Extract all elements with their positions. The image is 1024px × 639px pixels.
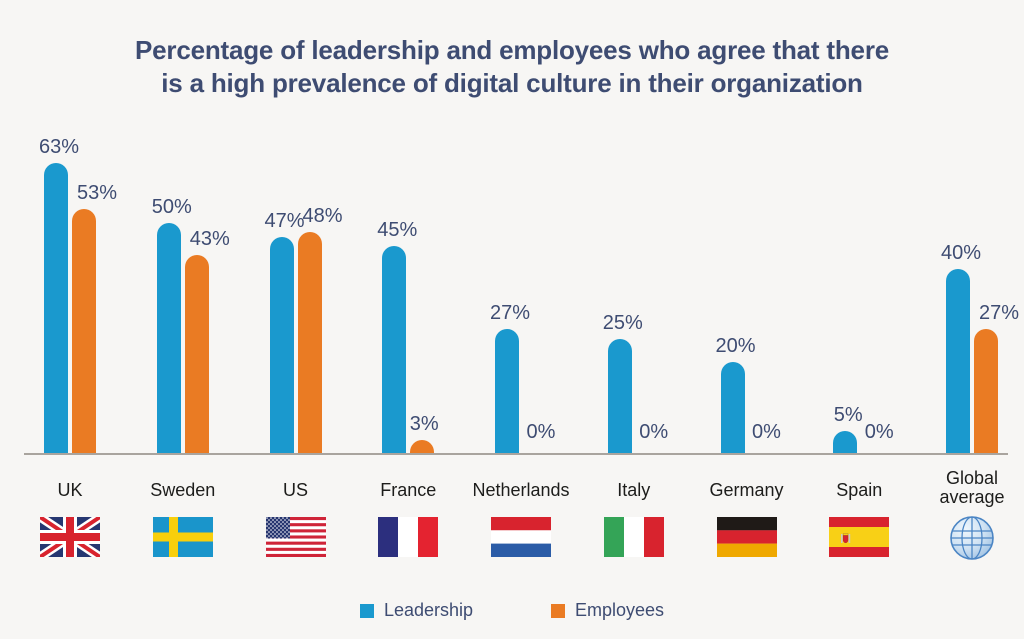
legend-item-employees: Employees: [551, 600, 664, 621]
value-leadership-france: 45%: [377, 219, 418, 242]
globe-icon: [949, 515, 995, 561]
value-leadership-italy: 25%: [602, 311, 643, 334]
legend-label-employees: Employees: [575, 600, 665, 620]
value-employees-sweden: 43%: [189, 228, 230, 251]
netherlands-flag-icon: [491, 517, 551, 557]
category-label-italy: Italy: [617, 480, 651, 500]
value-employees-italy: 0%: [639, 421, 669, 443]
bar-leadership-uk: [44, 162, 68, 454]
value-leadership-spain: 5%: [833, 403, 863, 426]
legend-item-leadership: Leadership: [359, 600, 474, 621]
italy-flag-icon: [603, 517, 664, 557]
employees-swatch-icon: [551, 603, 566, 618]
value-leadership-germany: 20%: [715, 334, 756, 357]
category-label-global-average: Global average: [939, 468, 1005, 507]
bar-leadership-france: [382, 246, 407, 454]
category-label-sweden: Sweden: [150, 480, 216, 500]
chart-title: Percentage of leadership and employees w…: [0, 34, 1024, 100]
value-leadership-uk: 63%: [38, 135, 80, 158]
bar-leadership-spain: [833, 430, 858, 454]
bar-employees-global-average: [974, 329, 998, 454]
x-axis-line: [24, 453, 1008, 455]
category-label-us: US: [282, 480, 308, 500]
category-label-spain: Spain: [836, 480, 883, 500]
category-label-france: France: [380, 480, 437, 500]
value-employees-france: 3%: [409, 413, 439, 436]
germany-flag-icon: [716, 517, 777, 557]
spain-flag-icon: [829, 517, 890, 557]
chart-title-line1: Percentage of leadership and employees w…: [135, 35, 889, 65]
bar-leadership-us: [269, 236, 294, 454]
value-leadership-sweden: 50%: [151, 196, 192, 218]
value-employees-us: 48%: [302, 205, 343, 228]
leadership-swatch-icon: [359, 603, 374, 618]
legend-label-leadership: Leadership: [383, 600, 474, 620]
bar-leadership-sweden: [156, 223, 181, 454]
bar-employees-sweden: [184, 255, 209, 454]
chart-legend: Leadership Employees: [0, 600, 1024, 621]
bar-leadership-global-average: [946, 269, 970, 454]
category-label-uk: UK: [57, 480, 83, 500]
us-flag-icon: [265, 517, 326, 557]
france-flag-icon: [378, 517, 439, 557]
value-leadership-netherlands: 27%: [489, 302, 531, 325]
bar-employees-france: [410, 440, 435, 454]
bar-leadership-netherlands: [495, 329, 519, 454]
bar-leadership-germany: [720, 361, 745, 454]
category-label-netherlands: Netherlands: [472, 480, 570, 500]
bar-leadership-italy: [607, 338, 632, 454]
bar-employees-uk: [72, 209, 96, 454]
bar-employees-us: [297, 232, 322, 454]
value-leadership-us: 47%: [264, 209, 305, 232]
value-employees-uk: 53%: [76, 182, 118, 205]
value-employees-germany: 0%: [752, 421, 781, 443]
category-label-germany: Germany: [709, 480, 784, 500]
sweden-flag-icon: [152, 517, 213, 557]
value-employees-netherlands: 0%: [526, 421, 556, 443]
value-leadership-global-average: 40%: [940, 242, 982, 265]
value-employees-spain: 0%: [864, 421, 894, 443]
uk-flag-icon: [37, 513, 103, 561]
chart-title-line2: is a high prevalence of digital culture …: [161, 68, 863, 98]
value-employees-global-average: 27%: [978, 302, 1020, 325]
